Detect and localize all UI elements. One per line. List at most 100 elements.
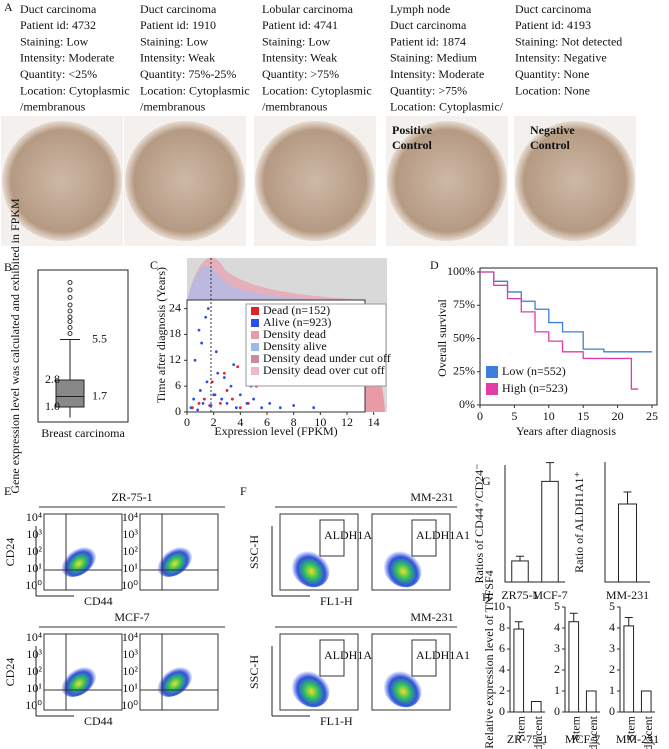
cell-cloud (290, 546, 330, 588)
case-text: Duct carcinoma (140, 2, 217, 16)
legend-label: Alive (n=923) (263, 315, 331, 329)
y-tick-label: 10¹ (26, 561, 42, 575)
y-tick-label: 10¹ (122, 561, 138, 575)
flow-title: MM-231 (410, 610, 453, 624)
flow-title: MCF-7 (114, 610, 149, 624)
gate-label: ALDH1A1 (416, 648, 470, 662)
case-text: Staining: Low (20, 34, 89, 48)
point (192, 397, 196, 401)
y-tick-label: 4 (499, 662, 505, 676)
y-tick-label: 10⁰ (25, 578, 42, 592)
tissue-core (2, 121, 122, 241)
x-tick-label: 15 (577, 409, 589, 423)
case-text: Quantity: >75% (390, 83, 467, 97)
axis-arrow (271, 526, 310, 597)
case-text: Duct carcinoma (390, 18, 467, 32)
case-text: Location: None (515, 83, 590, 97)
x-tick-label: Stem (569, 715, 583, 740)
point (238, 406, 242, 410)
case-text: Quantity: >75% (262, 67, 339, 81)
case-text: Intensity: Moderate (20, 51, 114, 65)
case-text: Intensity: Moderate (390, 67, 484, 81)
point (225, 389, 229, 392)
case-text: /membranous (20, 100, 86, 114)
legend-label: Low (n=552) (502, 364, 566, 378)
legend-swatch (251, 355, 259, 363)
case-text: Quantity: <25% (20, 67, 97, 81)
point (260, 406, 264, 410)
y-tick-label: 0 (499, 704, 505, 718)
y-tick-label: 18 (169, 326, 181, 340)
axis-label: Years after diagnosis (516, 424, 616, 438)
point (206, 307, 210, 311)
y-tick-label: 24 (169, 300, 181, 314)
gate (411, 639, 437, 677)
case-text: Intensity: Weak (262, 51, 337, 65)
case-text: Location: Cytoplasmic (20, 83, 130, 97)
value-label: 2.8 (45, 372, 60, 386)
y-tick-label: 0 (175, 404, 181, 418)
y-tick-label: 10⁰ (121, 578, 138, 592)
panel-letter: F (240, 484, 247, 498)
y-tick-label: 5 (554, 599, 560, 613)
tissue-core (515, 121, 635, 241)
panel-letter: D (430, 258, 439, 272)
plot-frame (479, 267, 658, 406)
panel-letter: E (4, 484, 11, 498)
y-tick-label: 10² (26, 544, 42, 558)
legend-swatch (251, 343, 259, 351)
y-tick-label: 10⁰ (121, 698, 138, 712)
x-tick-label: 0 (184, 415, 190, 429)
point (220, 397, 224, 401)
gate (319, 519, 345, 557)
x-tick-label: MCF-7 (532, 588, 567, 602)
axis-label: Relative expression level of TNFSF4 (482, 570, 496, 748)
cell-cloud (156, 543, 193, 577)
error-bar (569, 612, 578, 622)
bar (568, 621, 580, 713)
error-bar (546, 462, 554, 482)
case-text: Duct carcinoma (515, 2, 592, 16)
y-tick-label: 10² (122, 544, 138, 558)
survival-curve (480, 271, 639, 390)
case-text: Staining: Not detected (515, 34, 622, 48)
gate-label: ALDH1A1 (324, 648, 378, 662)
case-text: Duct carcinoma (20, 2, 97, 16)
panel-letter: G (482, 474, 491, 488)
axis-arrow (35, 526, 74, 597)
control-label: Negative (530, 123, 575, 137)
point (236, 365, 240, 369)
y-tick-label: 4 (609, 620, 615, 634)
group-label: MM-231 (616, 732, 659, 746)
tissue-core (125, 121, 245, 241)
y-tick-label: 0 (554, 704, 560, 718)
x-tick-label: 5 (511, 409, 517, 423)
control-label: Control (530, 138, 570, 152)
y-tick-label: 5 (609, 599, 615, 613)
case-text: Staining: Low (262, 34, 331, 48)
point (225, 401, 229, 405)
case-text: Lymph node (390, 2, 450, 16)
point (229, 384, 233, 388)
point (292, 404, 296, 407)
case-text: Staining: Medium (390, 51, 478, 65)
point (252, 397, 256, 401)
case-text: /membranous (262, 100, 328, 114)
point (234, 406, 238, 410)
x-tick-label: Breast carcinoma (41, 426, 125, 440)
point (198, 389, 202, 392)
cell-cloud (60, 543, 97, 577)
legend-label: Density dead under cut off (263, 351, 391, 365)
gate (411, 519, 437, 557)
case-text: Patient id: 4732 (20, 18, 96, 32)
axis-label: Time after diagnosis (Years) (154, 267, 168, 403)
group-label: ZR-75-1 (507, 732, 548, 746)
point (232, 363, 236, 367)
bar (511, 560, 529, 583)
outlier (67, 308, 73, 314)
legend-swatch (251, 331, 259, 339)
box (55, 379, 85, 408)
y-tick-label: 3 (554, 641, 560, 655)
legend-label: Dead (n=152) (263, 303, 330, 317)
